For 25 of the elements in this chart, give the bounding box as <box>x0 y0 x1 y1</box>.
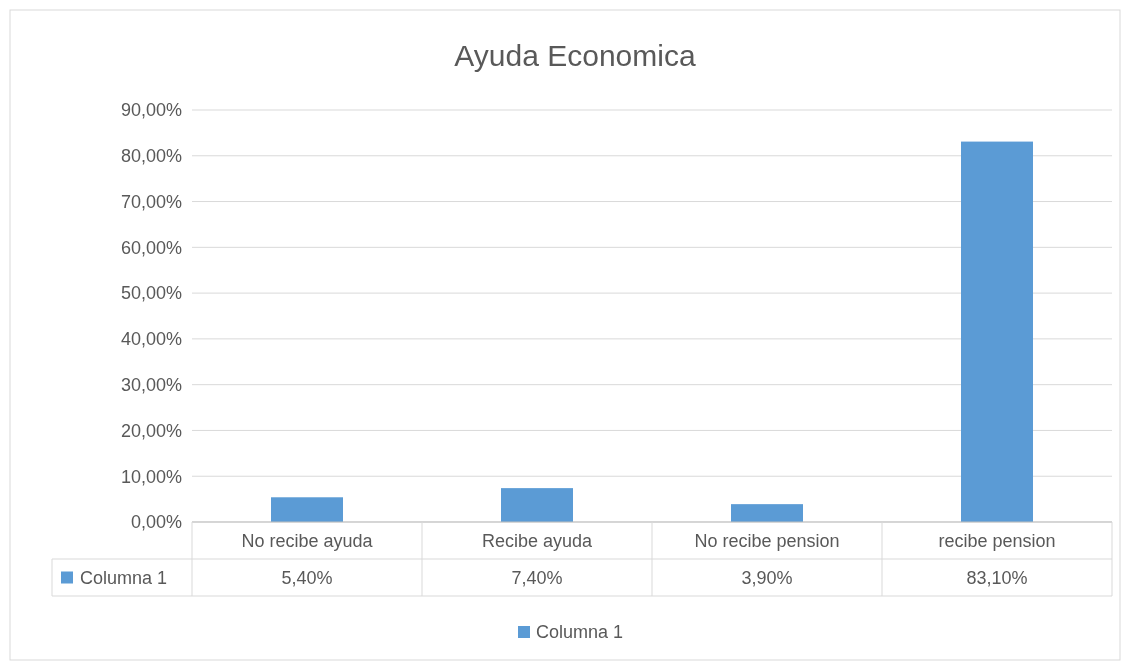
y-tick-label: 80,00% <box>120 146 182 167</box>
y-tick-label: 40,00% <box>120 329 182 350</box>
data-label: 3,90% <box>741 567 793 588</box>
x-tick-label: No recibe ayuda <box>241 530 374 551</box>
y-tick-label: 90,00% <box>120 100 182 121</box>
data-label: 83,10% <box>966 567 1028 588</box>
bar <box>271 497 343 522</box>
bar <box>501 488 573 522</box>
x-tick-label: No recibe pension <box>694 530 840 551</box>
y-tick-label: 60,00% <box>120 237 182 258</box>
y-tick-label: 30,00% <box>120 374 182 395</box>
text: Columna 1 <box>80 567 168 588</box>
y-tick-label: 70,00% <box>120 191 182 212</box>
x-tick-label: recibe pension <box>938 530 1056 551</box>
bar <box>961 141 1033 522</box>
y-tick-label: 20,00% <box>120 420 182 441</box>
x-tick-label: Recibe ayuda <box>481 530 594 551</box>
chart-title: Ayuda Economica <box>454 39 696 72</box>
legend-label: Columna 1 <box>536 622 624 643</box>
y-tick-label: 0,00% <box>130 512 182 533</box>
y-tick-label: 10,00% <box>120 466 182 487</box>
y-tick-label: 50,00% <box>120 283 182 304</box>
data-label: 7,40% <box>511 567 563 588</box>
data-label: 5,40% <box>281 567 333 588</box>
bar <box>731 504 803 522</box>
